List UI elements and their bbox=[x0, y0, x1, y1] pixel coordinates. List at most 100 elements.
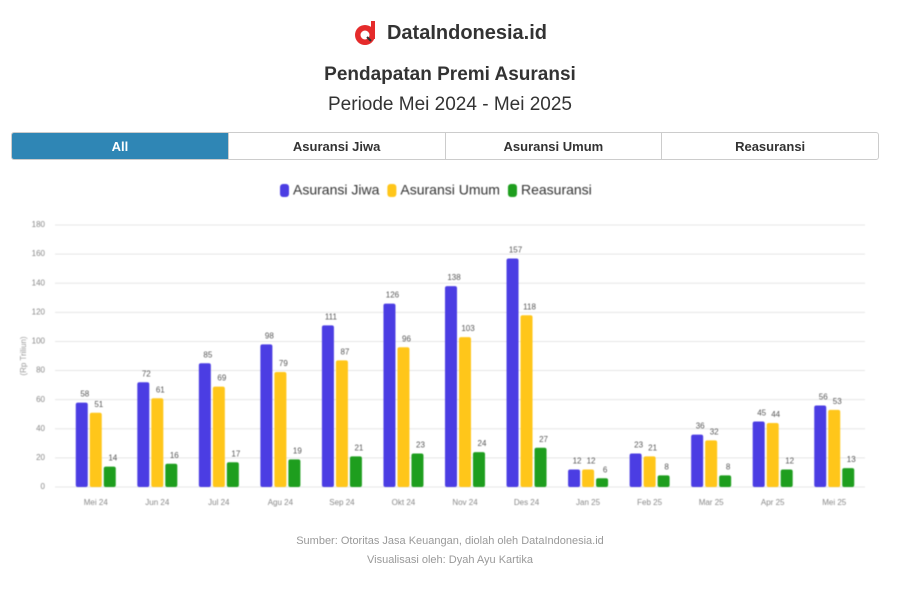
value-label: 23 bbox=[416, 441, 425, 450]
value-label: 56 bbox=[819, 393, 828, 402]
value-label: 51 bbox=[94, 400, 103, 409]
value-label: 8 bbox=[726, 462, 731, 471]
value-label: 12 bbox=[587, 457, 596, 466]
bar bbox=[321, 325, 334, 487]
value-label: 19 bbox=[293, 446, 302, 455]
bar bbox=[445, 286, 457, 487]
y-tick-label: 140 bbox=[32, 278, 46, 287]
bar bbox=[828, 409, 841, 487]
value-label: 157 bbox=[509, 246, 523, 255]
bar bbox=[397, 347, 410, 487]
value-label: 16 bbox=[170, 451, 179, 460]
tab[interactable]: Asuransi Jiwa bbox=[227, 133, 445, 159]
value-label: 27 bbox=[539, 435, 548, 444]
value-label: 58 bbox=[80, 390, 89, 399]
bar bbox=[459, 337, 471, 487]
value-label: 85 bbox=[203, 350, 212, 359]
bar bbox=[89, 412, 102, 487]
bar bbox=[534, 447, 547, 487]
brand-name: DataIndonesia.id bbox=[386, 21, 548, 44]
x-tick-label: Mar 25 bbox=[699, 498, 724, 507]
x-tick-label: Okt 24 bbox=[392, 498, 416, 507]
y-tick-label: 20 bbox=[36, 453, 45, 462]
bar bbox=[766, 422, 779, 487]
value-label: 45 bbox=[757, 409, 766, 418]
bar bbox=[137, 382, 150, 487]
bar bbox=[226, 462, 239, 487]
bar bbox=[349, 456, 362, 487]
bar bbox=[643, 456, 656, 487]
bar bbox=[629, 453, 642, 487]
value-label: 118 bbox=[523, 302, 536, 311]
y-tick-label: 80 bbox=[36, 366, 45, 375]
value-label: 17 bbox=[231, 449, 240, 458]
tab-bar: All Asuransi Jiwa Asuransi Umum Reasuransi bbox=[11, 132, 879, 160]
value-label: 36 bbox=[696, 422, 705, 431]
chart: Asuransi Jiwa Asuransi Umum Reasuransi (Rp … bbox=[19, 182, 865, 507]
y-tick-label: 120 bbox=[32, 307, 46, 316]
x-tick-label: Feb 25 bbox=[637, 498, 662, 507]
value-label: 6 bbox=[603, 465, 608, 474]
bar bbox=[151, 398, 164, 487]
bar bbox=[411, 453, 424, 487]
value-label: 98 bbox=[265, 331, 274, 340]
bar bbox=[383, 303, 396, 487]
x-tick-label: Agu 24 bbox=[268, 498, 294, 507]
value-label: 87 bbox=[340, 347, 349, 356]
legend-swatch bbox=[387, 184, 397, 197]
bar bbox=[212, 386, 225, 487]
bar bbox=[274, 372, 287, 487]
x-tick-label: Jul 24 bbox=[208, 498, 230, 507]
brand: DataIndonesia.id bbox=[0, 20, 900, 46]
value-label: 32 bbox=[710, 428, 719, 437]
legend-label: Asuransi Umum bbox=[400, 182, 500, 198]
x-tick-label: Des 24 bbox=[514, 498, 540, 507]
value-label: 96 bbox=[402, 334, 411, 343]
y-tick-label: 100 bbox=[32, 337, 46, 346]
value-label: 12 bbox=[573, 457, 582, 466]
bar bbox=[260, 344, 273, 487]
bar bbox=[473, 452, 485, 487]
bar bbox=[719, 475, 732, 487]
bar bbox=[780, 469, 793, 487]
legend-label: Asuransi Jiwa bbox=[293, 182, 380, 198]
value-label: 72 bbox=[142, 369, 151, 378]
subtitle: Periode Mei 2024 - Mei 2025 bbox=[328, 94, 572, 115]
value-label: 53 bbox=[833, 397, 842, 406]
tab[interactable]: Reasuransi bbox=[661, 133, 878, 159]
y-tick-label: 160 bbox=[32, 249, 46, 258]
x-tick-label: Nov 24 bbox=[452, 498, 478, 507]
legend-swatch bbox=[280, 184, 289, 197]
bar bbox=[568, 469, 581, 487]
bar bbox=[165, 463, 178, 487]
y-tick-label: 0 bbox=[41, 482, 46, 491]
value-label: 24 bbox=[478, 439, 487, 448]
tab[interactable]: Asuransi Umum bbox=[444, 133, 662, 159]
value-label: 21 bbox=[354, 444, 363, 453]
bar bbox=[705, 440, 718, 487]
value-label: 61 bbox=[156, 385, 165, 394]
credit: Visualisasi oleh: Dyah Ayu Kartika bbox=[367, 554, 533, 566]
bar bbox=[842, 468, 855, 487]
footer: Sumber: Otoritas Jasa Keuangan, diolah o… bbox=[0, 532, 900, 570]
bar bbox=[288, 459, 301, 487]
y-tick-label: 60 bbox=[36, 395, 45, 404]
bar bbox=[103, 466, 116, 487]
x-tick-label: Sep 24 bbox=[329, 498, 355, 507]
y-axis-title: (Rp Triliun) bbox=[19, 336, 28, 375]
bar bbox=[75, 402, 88, 487]
bar bbox=[520, 315, 533, 487]
bar bbox=[198, 363, 211, 487]
bar bbox=[657, 475, 670, 487]
value-label: 13 bbox=[847, 455, 856, 464]
value-label: 21 bbox=[648, 444, 657, 453]
legend-swatch bbox=[507, 184, 517, 197]
tab[interactable]: All bbox=[12, 133, 228, 159]
value-label: 138 bbox=[447, 273, 461, 282]
value-label: 103 bbox=[461, 324, 475, 333]
bar bbox=[752, 421, 765, 487]
value-label: 23 bbox=[634, 441, 643, 450]
value-label: 12 bbox=[785, 457, 794, 466]
x-tick-label: Mei 25 bbox=[822, 498, 847, 507]
